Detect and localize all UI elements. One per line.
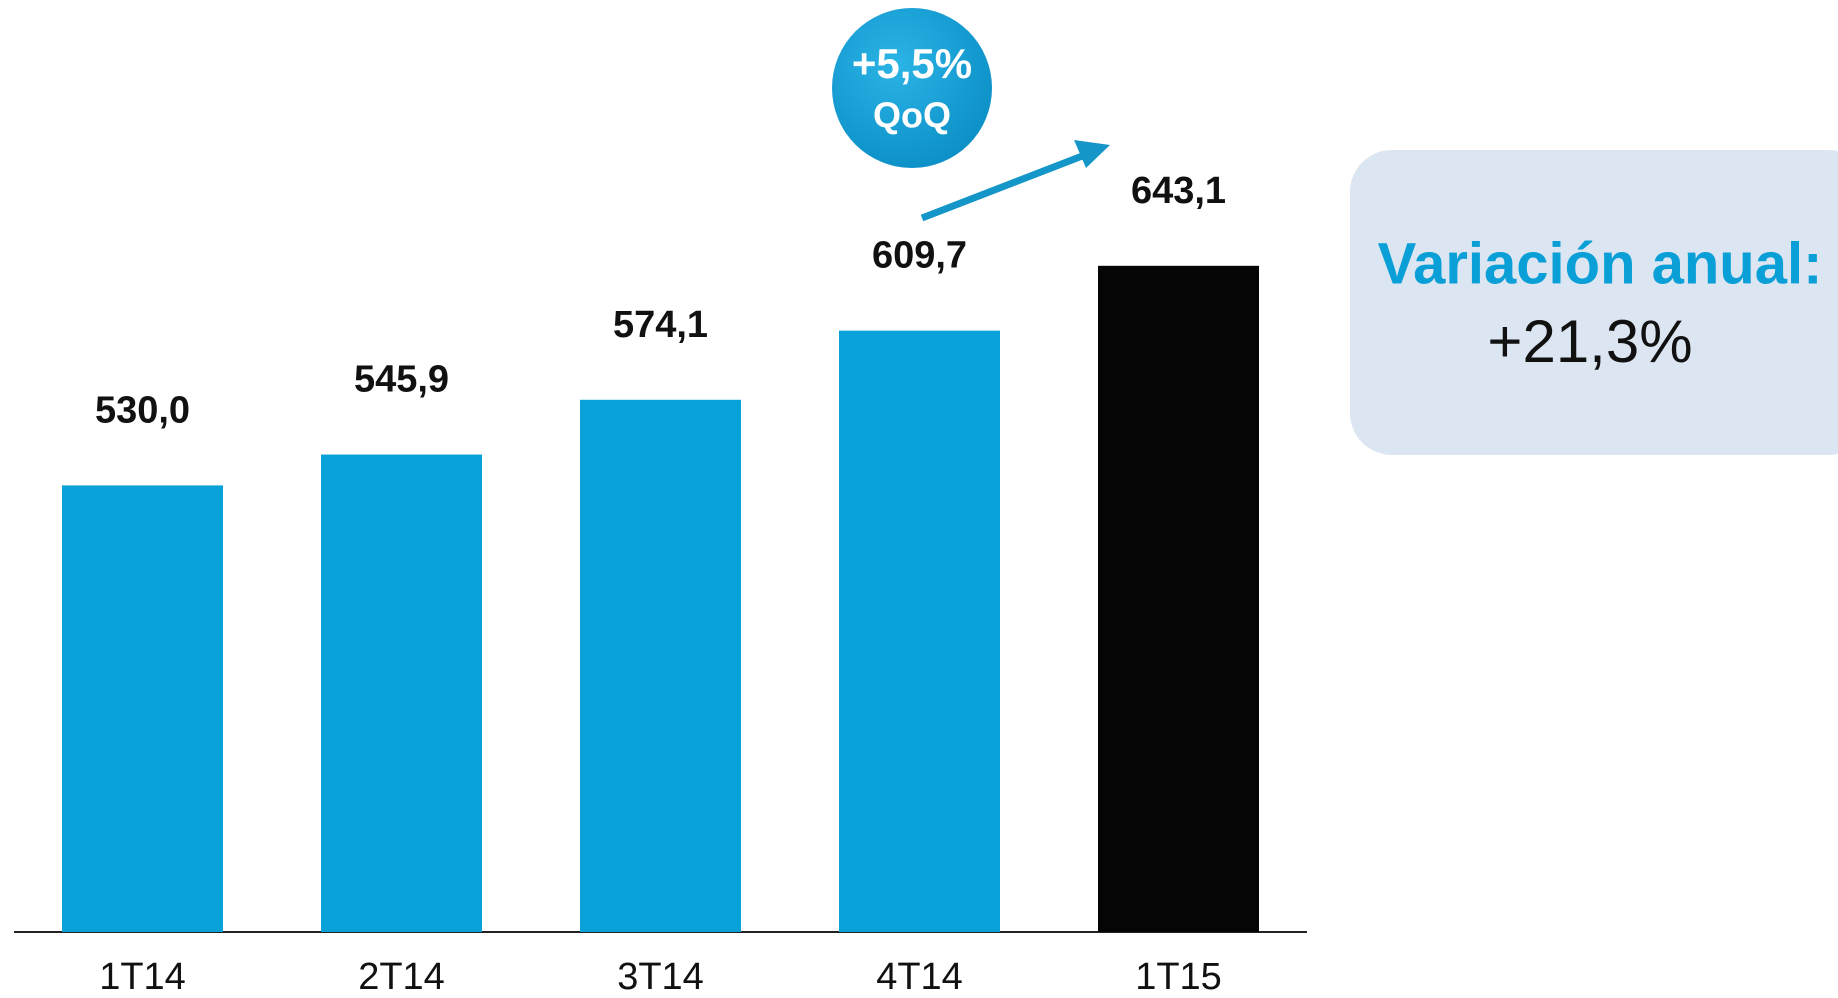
- x-tick-label: 3T14: [617, 956, 704, 998]
- bar: [580, 399, 741, 932]
- bar: [62, 485, 223, 932]
- summary-box: [1350, 150, 1838, 455]
- qoq-bubble: [832, 8, 992, 168]
- value-label: 609,7: [872, 235, 967, 277]
- qoq-arrow-head: [1074, 140, 1110, 168]
- value-label: 530,0: [95, 389, 190, 431]
- x-tick-label: 1T14: [99, 956, 186, 998]
- x-tick-label: 1T15: [1135, 956, 1222, 998]
- bar: [321, 454, 482, 932]
- value-label: 574,1: [613, 304, 708, 346]
- summary-title: Variación anual:: [1378, 231, 1823, 296]
- x-tick-label: 2T14: [358, 956, 445, 998]
- value-label: 545,9: [354, 359, 449, 401]
- qoq-arrow: [920, 149, 1092, 222]
- summary-value: +21,3%: [1487, 308, 1692, 375]
- bar: [1098, 265, 1259, 932]
- x-tick-label: 4T14: [876, 956, 963, 998]
- value-label: 643,1: [1131, 170, 1226, 212]
- qoq-period: QoQ: [873, 95, 951, 136]
- bar: [839, 330, 1000, 932]
- qoq-change: +5,5%: [852, 40, 972, 87]
